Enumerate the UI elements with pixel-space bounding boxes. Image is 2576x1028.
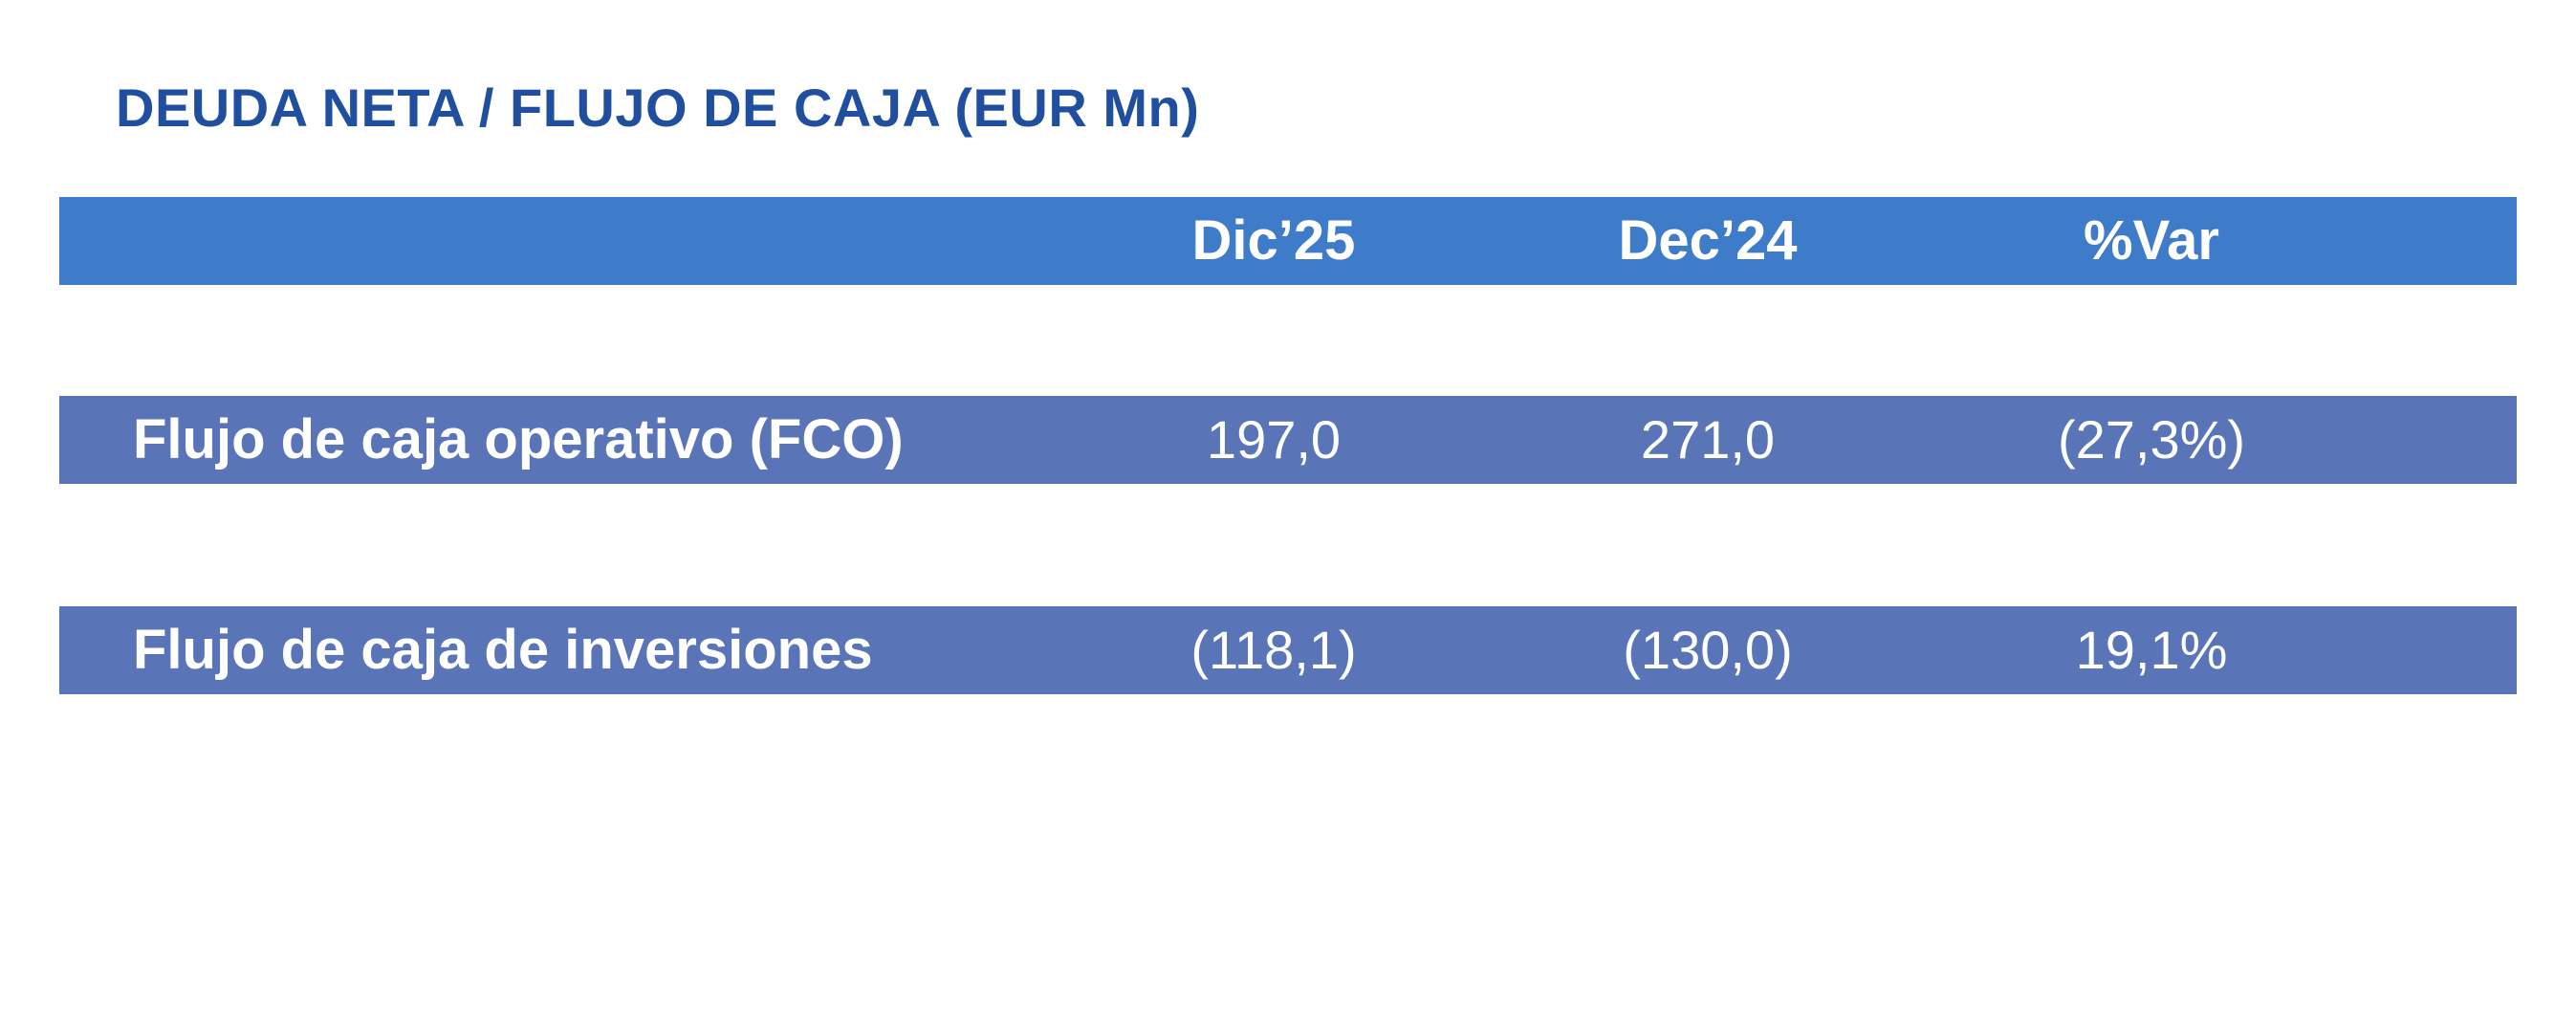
- row-label: Flujo de caja de inversiones: [133, 619, 873, 681]
- cell-dic25: (118,1): [1190, 620, 1357, 680]
- cell-dec24: 271,0: [1640, 409, 1776, 470]
- cell-var: (27,3%): [2057, 409, 2246, 470]
- table-row-operating-cash-flow: Flujo de caja operativo (FCO) 197,0 271,…: [59, 396, 2517, 484]
- cell-dec24: (130,0): [1623, 620, 1793, 680]
- page-title: DEUDA NETA / FLUJO DE CAJA (EUR Mn): [116, 77, 1200, 138]
- column-header-dec24: Dec’24: [1618, 209, 1798, 272]
- table-row-investment-cash-flow: Flujo de caja de inversiones (118,1) (13…: [59, 606, 2517, 694]
- cell-dic25: 197,0: [1206, 409, 1342, 470]
- column-header-dic25: Dic’25: [1191, 209, 1356, 272]
- cell-var: 19,1%: [2075, 620, 2228, 680]
- column-header-var: %Var: [2084, 209, 2219, 272]
- table-header: Dic’25 Dec’24 %Var: [59, 197, 2517, 285]
- row-label: Flujo de caja operativo (FCO): [133, 408, 904, 470]
